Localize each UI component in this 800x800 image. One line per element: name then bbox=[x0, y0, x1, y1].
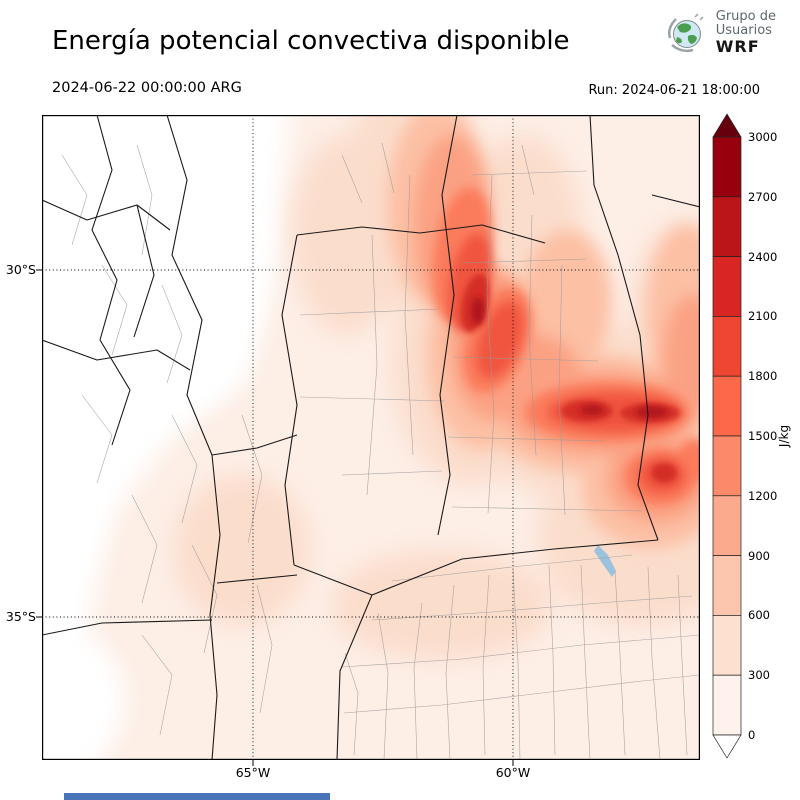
colorbar-tick-label: 0 bbox=[748, 728, 755, 742]
cape-map bbox=[36, 115, 700, 766]
colorbar-segment bbox=[712, 375, 742, 437]
run-time-label: Run: 2024-06-21 18:00:00 bbox=[588, 83, 760, 98]
axis-ticks bbox=[36, 269, 514, 766]
lon-label-65w: 65°W bbox=[235, 765, 271, 780]
colorbar-tick-label: 2700 bbox=[748, 190, 777, 204]
colorbar-tick-label: 3000 bbox=[748, 130, 777, 144]
colorbar-segment bbox=[712, 674, 742, 736]
colorbar-segment bbox=[712, 316, 742, 377]
colorbar-segment bbox=[712, 435, 742, 497]
department-borders bbox=[61, 142, 700, 760]
globe-icon bbox=[667, 13, 704, 53]
colorbar-tick-label: 600 bbox=[748, 608, 770, 622]
footer-bar-rect bbox=[64, 793, 330, 800]
colorbar-segment bbox=[712, 615, 742, 676]
colorbar-segment bbox=[712, 256, 742, 317]
colorbar-unit-label: J/kg bbox=[777, 425, 791, 448]
river-estuary bbox=[594, 545, 616, 577]
footer-bar bbox=[64, 789, 330, 800]
logo-line-1: Grupo de bbox=[715, 9, 776, 25]
colorbar-tick-label: 1200 bbox=[748, 489, 777, 503]
cape-shading-layer bbox=[42, 115, 700, 760]
wrf-logo: Grupo de Usuarios WRF bbox=[664, 10, 776, 56]
colorbar-segment bbox=[712, 555, 742, 616]
colorbar-tick-label: 2400 bbox=[748, 250, 777, 264]
map-frame bbox=[42, 115, 700, 760]
colorbar: 3000 2700 2400 2100 1800 1500 1200 900 6… bbox=[712, 113, 800, 765]
logo-line-2: Usuarios bbox=[715, 23, 772, 39]
lon-label-60w: 60°W bbox=[495, 765, 531, 780]
colorbar-tick-label: 2100 bbox=[748, 309, 777, 323]
logo-line-3: WRF bbox=[715, 37, 760, 57]
colorbar-segment bbox=[712, 136, 742, 198]
colorbar-arrow-bottom bbox=[712, 734, 742, 759]
page-title: Energía potencial convectiva disponible bbox=[52, 26, 570, 56]
colorbar-tick-label: 300 bbox=[748, 668, 770, 682]
colorbar-segment bbox=[712, 196, 742, 257]
map-area bbox=[36, 115, 700, 766]
lat-label-35s: 35°S bbox=[5, 609, 36, 624]
valid-time-label: 2024-06-22 00:00:00 ARG bbox=[52, 80, 242, 96]
logo-text: Grupo de Usuarios WRF bbox=[715, 9, 776, 57]
lat-label-30s: 30°S bbox=[5, 262, 36, 277]
colorbar-arrow-top bbox=[712, 113, 742, 138]
colorbar-segment bbox=[712, 495, 742, 556]
colorbar-tick-label: 1800 bbox=[748, 369, 777, 383]
colorbar-tick-label: 1500 bbox=[748, 429, 777, 443]
colorbar-tick-label: 900 bbox=[748, 549, 770, 563]
province-borders bbox=[42, 115, 700, 760]
